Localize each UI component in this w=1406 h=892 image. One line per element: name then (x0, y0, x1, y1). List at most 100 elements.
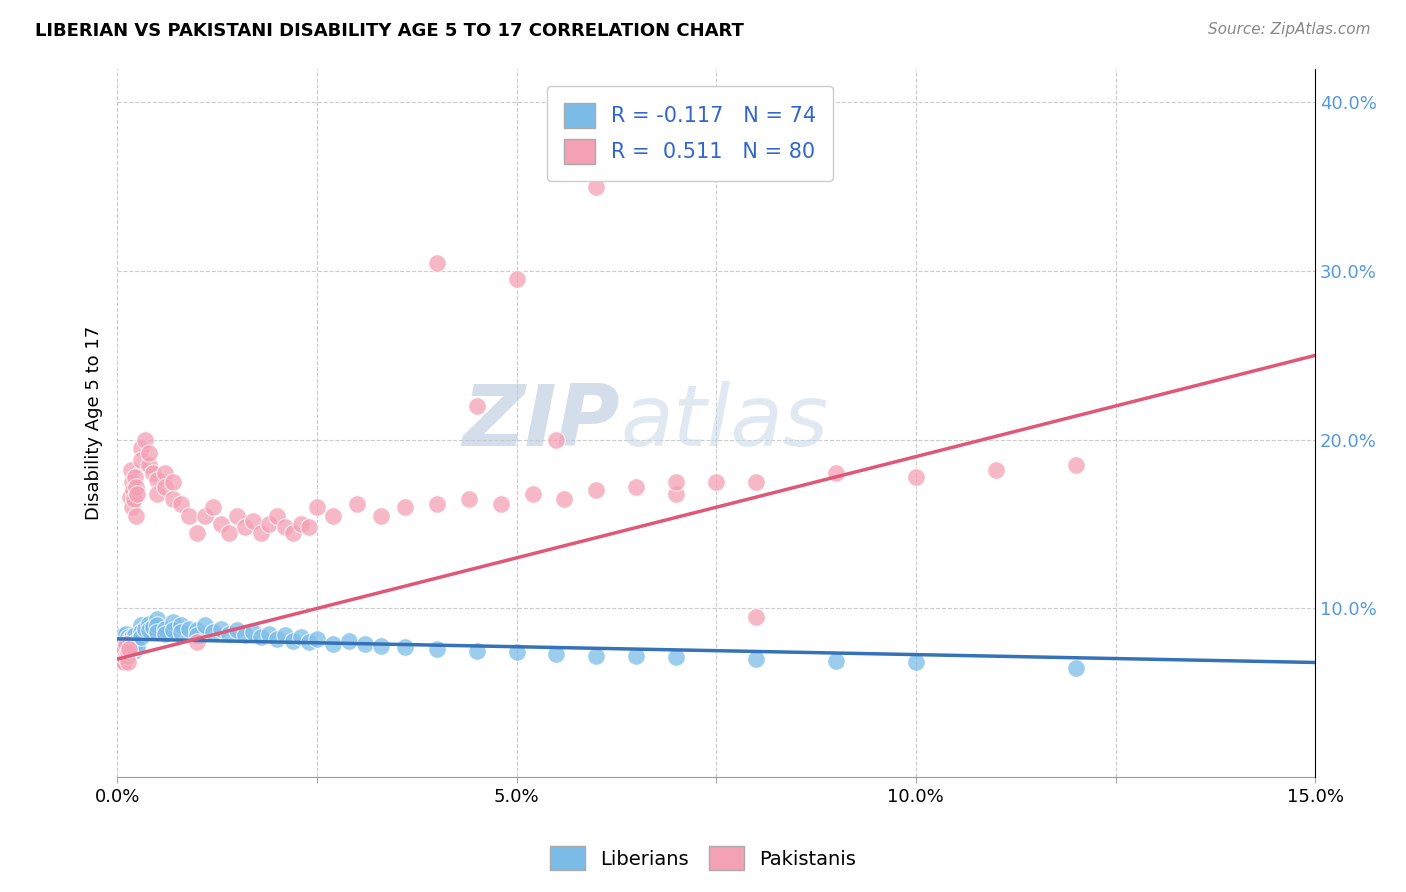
Point (110, 642, 132, 657)
Point (138, 446, 160, 460)
Point (118, 635, 141, 649)
Point (242, 514, 264, 528)
Point (186, 635, 208, 649)
Point (281, 633, 304, 648)
Point (122, 643, 145, 657)
Point (626, 648, 648, 663)
Point (115, 648, 138, 663)
Point (111, 647, 134, 661)
Point (146, 612, 169, 626)
Point (984, 463, 1007, 477)
Point (146, 487, 169, 501)
Point (124, 508, 146, 523)
Point (110, 645, 132, 659)
Point (290, 630, 312, 644)
Point (112, 642, 135, 657)
Point (153, 627, 176, 641)
Point (120, 463, 142, 477)
Point (218, 627, 240, 641)
Point (114, 640, 136, 655)
Point (121, 475, 143, 489)
Point (177, 622, 200, 636)
Point (489, 497, 512, 511)
Point (112, 639, 135, 653)
Point (115, 627, 138, 641)
Point (110, 637, 132, 651)
Point (142, 620, 165, 634)
Point (626, 480, 648, 494)
Point (585, 648, 607, 663)
Point (107, 643, 129, 657)
Point (337, 633, 360, 648)
Point (117, 637, 139, 651)
Point (111, 632, 134, 646)
Point (546, 433, 568, 447)
Point (745, 475, 768, 489)
Point (138, 624, 160, 638)
Point (242, 625, 264, 640)
Point (226, 624, 249, 638)
Point (122, 633, 145, 648)
Point (122, 483, 145, 498)
Point (305, 500, 328, 515)
Point (118, 642, 141, 657)
Text: Source: ZipAtlas.com: Source: ZipAtlas.com (1208, 22, 1371, 37)
Point (124, 470, 146, 484)
Point (129, 441, 152, 455)
Point (138, 458, 160, 472)
Point (665, 475, 688, 489)
Y-axis label: Disability Age 5 to 17: Disability Age 5 to 17 (86, 326, 103, 520)
Point (125, 480, 148, 494)
Point (177, 508, 200, 523)
Point (370, 639, 392, 653)
Point (122, 491, 145, 506)
Point (194, 508, 217, 523)
Point (257, 517, 280, 532)
Point (209, 517, 232, 532)
Point (346, 497, 368, 511)
Point (134, 433, 156, 447)
Point (553, 491, 575, 506)
Point (162, 475, 184, 489)
Point (233, 520, 256, 534)
Point (274, 520, 297, 534)
Point (129, 630, 152, 644)
Point (426, 497, 449, 511)
Point (153, 480, 176, 494)
Point (394, 500, 416, 515)
Point (505, 645, 527, 659)
Point (298, 520, 321, 534)
Text: atlas: atlas (620, 382, 828, 465)
Point (153, 622, 176, 636)
Point (112, 656, 135, 670)
Point (142, 467, 165, 481)
Point (129, 618, 152, 632)
Point (305, 632, 328, 646)
Point (162, 491, 184, 506)
Point (170, 625, 193, 640)
Point (111, 654, 134, 668)
Point (121, 637, 143, 651)
Point (162, 624, 184, 638)
Point (129, 453, 152, 467)
Point (107, 635, 129, 649)
Point (281, 525, 304, 540)
Point (146, 473, 169, 487)
Point (202, 500, 225, 515)
Point (665, 487, 688, 501)
Point (745, 652, 768, 666)
Point (121, 500, 143, 515)
Point (117, 656, 139, 670)
Point (162, 615, 184, 629)
Point (825, 467, 848, 481)
Point (585, 483, 607, 498)
Point (465, 399, 488, 413)
Point (665, 650, 688, 665)
Point (266, 632, 288, 646)
Point (186, 624, 208, 638)
Point (202, 625, 225, 640)
Point (110, 652, 132, 666)
Point (125, 635, 148, 649)
Legend: R = -0.117   N = 74, R =  0.511   N = 80: R = -0.117 N = 74, R = 0.511 N = 80 (547, 86, 834, 180)
Point (250, 525, 273, 540)
